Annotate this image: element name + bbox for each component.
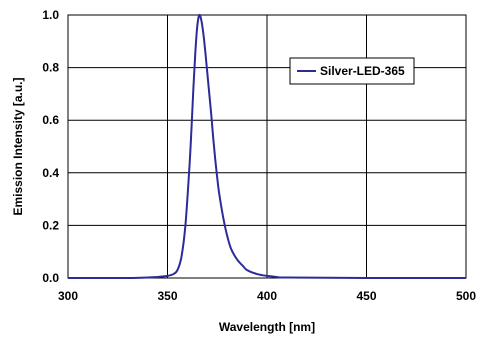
y-tick-label-1: 0.2 [42,218,59,232]
x-tick-label-0: 300 [58,289,78,303]
y-tick-label-0: 0.0 [42,271,59,285]
legend-label-silver-led-365: Silver-LED-365 [320,64,405,78]
y-tick-label-2: 0.4 [42,166,59,180]
x-tick-label-1: 350 [157,289,177,303]
x-tick-label-4: 500 [456,289,476,303]
y-tick-label-4: 0.8 [42,61,59,75]
x-axis-title: Wavelength [nm] [219,320,315,334]
y-tick-label-3: 0.6 [42,113,59,127]
x-axis-tick-labels: 300 350 400 450 500 [58,289,476,303]
legend: Silver-LED-365 [289,57,415,85]
y-axis-title: Emission Intensity [a.u.] [11,77,25,215]
grid-lines [67,14,467,279]
y-tick-label-5: 1.0 [42,8,59,22]
x-tick-label-3: 450 [356,289,376,303]
x-tick-label-2: 400 [257,289,277,303]
plot-area-frame [67,14,467,279]
y-axis-tick-labels: 0.0 0.2 0.4 0.6 0.8 1.0 [42,8,59,285]
series-line-0 [67,13,467,280]
series-layer [67,13,467,280]
